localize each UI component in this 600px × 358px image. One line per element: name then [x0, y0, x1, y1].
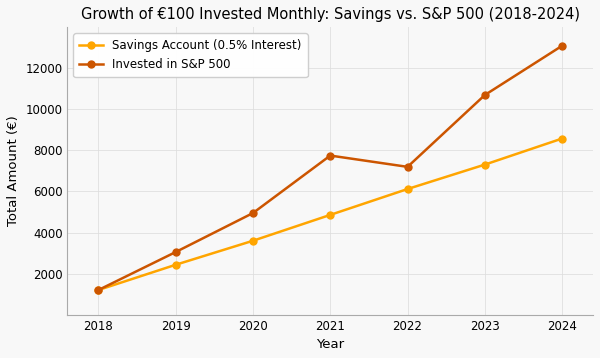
Savings Account (0.5% Interest): [481, 163, 488, 167]
Line: Invested in S&P 500: Invested in S&P 500: [95, 42, 566, 294]
X-axis label: Year: Year: [316, 338, 344, 351]
Y-axis label: Total Amount (€): Total Amount (€): [7, 116, 20, 226]
Invested in S&P 500: [559, 44, 566, 48]
Invested in S&P 500: [95, 288, 102, 292]
Title: Growth of €100 Invested Monthly: Savings vs. S&P 500 (2018-2024): Growth of €100 Invested Monthly: Savings…: [81, 7, 580, 22]
Invested in S&P 500: [326, 154, 334, 158]
Savings Account (0.5% Interest): [95, 288, 102, 292]
Line: Savings Account (0.5% Interest): Savings Account (0.5% Interest): [95, 135, 566, 294]
Invested in S&P 500: [481, 93, 488, 97]
Invested in S&P 500: [250, 211, 257, 215]
Legend: Savings Account (0.5% Interest), Invested in S&P 500: Savings Account (0.5% Interest), Investe…: [73, 33, 308, 77]
Savings Account (0.5% Interest): [326, 213, 334, 217]
Invested in S&P 500: [404, 165, 411, 169]
Savings Account (0.5% Interest): [559, 136, 566, 141]
Invested in S&P 500: [172, 250, 179, 254]
Savings Account (0.5% Interest): [172, 263, 179, 267]
Savings Account (0.5% Interest): [250, 238, 257, 243]
Savings Account (0.5% Interest): [404, 187, 411, 191]
